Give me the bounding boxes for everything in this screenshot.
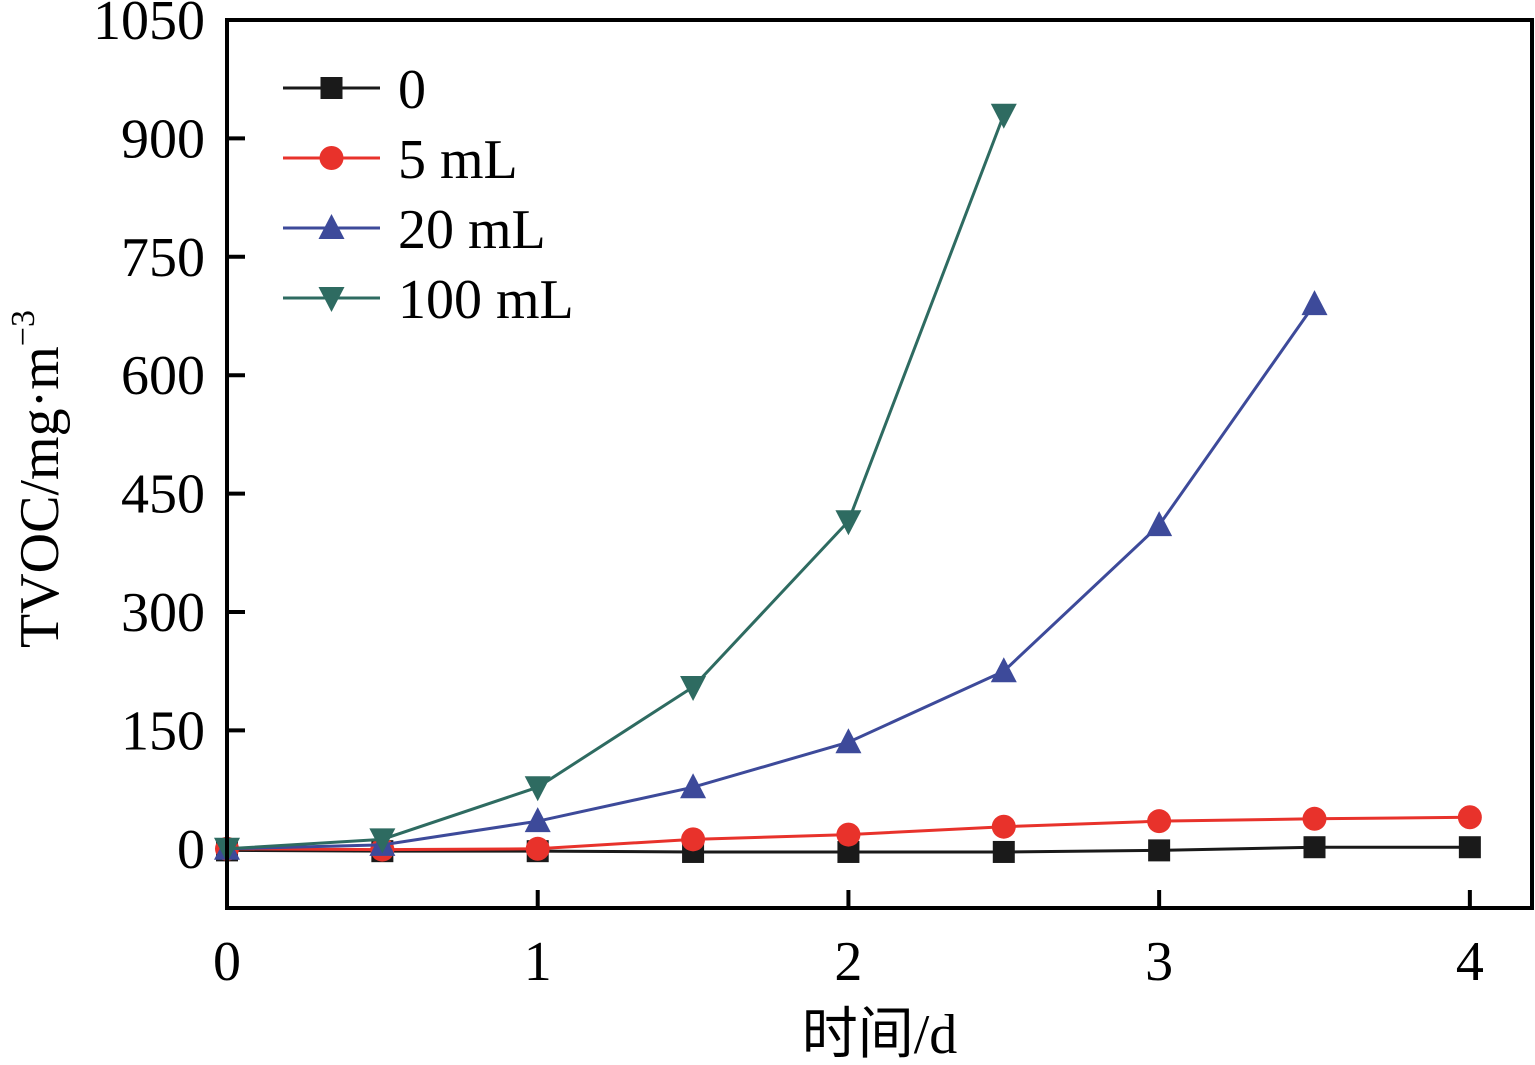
data-point xyxy=(524,776,551,802)
data-point xyxy=(990,103,1017,129)
series-line xyxy=(226,303,1316,851)
x-tick-label: 1 xyxy=(524,931,552,993)
series-layer xyxy=(214,103,1482,863)
data-point xyxy=(1303,836,1326,859)
y-tick-label: 750 xyxy=(121,227,205,289)
data-point xyxy=(837,840,860,863)
data-point xyxy=(525,836,550,861)
legend-item: 100 mL xyxy=(283,269,574,331)
data-point xyxy=(1302,806,1327,831)
series-3 xyxy=(214,103,1017,863)
data-point xyxy=(836,822,861,847)
data-point xyxy=(524,807,551,833)
x-tick-label: 0 xyxy=(213,931,241,993)
data-point xyxy=(1147,809,1172,834)
legend-label: 0 xyxy=(398,59,426,121)
data-point xyxy=(1148,839,1171,862)
legend-item: 20 mL xyxy=(283,199,546,261)
legend-marker xyxy=(318,214,345,239)
data-point xyxy=(1458,836,1481,859)
x-axis-ticks: 0 1 2 3 4 xyxy=(213,890,1484,993)
y-tick-label: 450 xyxy=(121,464,205,526)
data-point xyxy=(1457,805,1482,830)
legend-label: 5 mL xyxy=(398,129,518,191)
data-point xyxy=(1146,511,1173,537)
data-point xyxy=(992,840,1015,863)
y-tick-label: 900 xyxy=(121,108,205,170)
legend-label: 20 mL xyxy=(398,199,546,261)
y-axis-title-superscript: −3 xyxy=(5,310,42,346)
data-point xyxy=(991,814,1016,839)
plot-frame xyxy=(225,18,1534,910)
y-tick-label: 1050 xyxy=(93,0,205,52)
series-line xyxy=(226,114,1006,851)
legend-item: 0 xyxy=(283,59,426,121)
x-tick-label: 3 xyxy=(1145,931,1173,993)
x-axis-title: 时间/d xyxy=(802,1004,958,1065)
y-tick-label: 300 xyxy=(121,582,205,644)
data-point xyxy=(835,728,862,754)
x-tick-label: 4 xyxy=(1456,931,1484,993)
data-point xyxy=(1301,290,1328,316)
y-axis-title-main: TVOC/mg·m xyxy=(9,346,71,648)
data-point xyxy=(369,828,396,854)
legend-marker xyxy=(319,146,344,170)
series-2 xyxy=(214,290,1328,860)
y-axis-ticks: 0 150 300 450 600 750 900 1050 xyxy=(93,0,245,881)
data-point xyxy=(681,827,706,852)
data-point xyxy=(680,675,707,701)
legend-marker xyxy=(318,287,345,312)
y-axis-title: TVOC/mg·m−3 xyxy=(5,310,71,648)
legend-label: 100 mL xyxy=(398,269,574,331)
legend: 0 5 mL 20 mL 100 mL xyxy=(283,59,574,331)
y-tick-label: 600 xyxy=(121,345,205,407)
y-tick-label: 150 xyxy=(121,700,205,762)
legend-marker xyxy=(320,77,343,99)
data-point xyxy=(835,510,862,536)
data-point xyxy=(990,657,1017,683)
legend-item: 5 mL xyxy=(283,129,518,191)
x-tick-label: 2 xyxy=(834,931,862,993)
y-tick-label: 0 xyxy=(177,819,205,881)
data-point xyxy=(680,773,707,799)
